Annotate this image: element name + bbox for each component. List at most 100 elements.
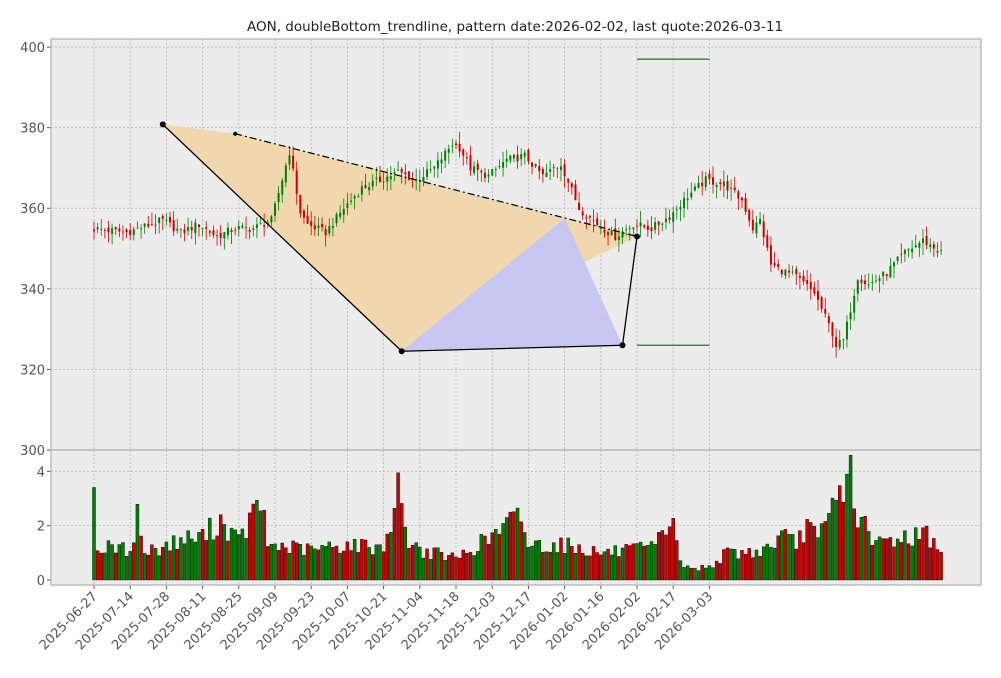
candle-body — [809, 281, 812, 290]
pattern-point — [159, 121, 166, 128]
volume-bar — [914, 527, 918, 581]
volume-bar — [888, 537, 893, 581]
candle-body — [643, 225, 646, 228]
volume-bar — [780, 530, 784, 581]
candle-body — [433, 166, 436, 169]
candle-body — [400, 168, 403, 173]
candle-body — [121, 231, 124, 233]
volume-bar — [848, 454, 853, 581]
volume-bar — [157, 555, 161, 581]
volume-bar — [110, 544, 114, 581]
volume-bar — [740, 550, 744, 581]
candle-body — [154, 224, 157, 226]
candle-body — [422, 177, 425, 183]
volume-bar — [935, 549, 940, 581]
volume-bar — [287, 553, 292, 581]
volume-bar — [356, 552, 360, 581]
candle-body — [317, 225, 320, 229]
volume-bar — [733, 549, 737, 581]
volume-bar — [595, 552, 599, 581]
volume-bar — [562, 553, 567, 581]
volume-bar — [537, 540, 541, 581]
candle-body — [614, 228, 617, 240]
volume-bar — [718, 563, 722, 581]
candle-body — [386, 176, 389, 182]
volume-bar — [103, 552, 107, 581]
candle-body — [639, 222, 642, 227]
candle-body — [921, 238, 924, 244]
candle-body — [650, 227, 653, 231]
volume-bar — [783, 529, 788, 581]
candle-body — [911, 248, 914, 253]
candle-body — [690, 192, 693, 198]
candle-body — [932, 244, 935, 249]
volume-bar — [371, 554, 375, 581]
candle-body — [187, 227, 190, 231]
volume-bar — [284, 547, 288, 581]
candle-body — [838, 340, 841, 348]
volume-panel-border — [50, 449, 982, 586]
candle-body — [371, 180, 374, 187]
candle-body — [541, 168, 544, 175]
volume-bar — [381, 551, 386, 581]
volume-bar — [461, 549, 465, 581]
volume-bar — [443, 560, 447, 581]
volume-bar — [468, 552, 473, 581]
volume-bar — [363, 539, 368, 581]
candle-body — [455, 143, 457, 146]
candle-body — [874, 280, 877, 282]
volume-tick-label: 4 — [37, 465, 45, 480]
volume-bar — [895, 538, 900, 581]
candle-body — [773, 262, 776, 266]
candle-body — [444, 150, 447, 161]
pattern-line — [162, 123, 638, 352]
candle-body — [465, 157, 468, 159]
volume-bar — [722, 549, 726, 581]
candle-body — [759, 219, 762, 224]
candle-body — [378, 176, 381, 182]
volume-bar — [903, 530, 907, 581]
volume-bar — [823, 521, 827, 581]
candle-body — [331, 226, 334, 229]
volume-bar — [512, 511, 516, 581]
candle-body — [820, 297, 823, 309]
candle-body — [226, 227, 229, 236]
volume-bar — [682, 567, 686, 581]
candle-body — [270, 216, 273, 223]
volume-bar — [628, 545, 632, 581]
volume-bar — [345, 541, 350, 581]
candle-body — [578, 202, 581, 210]
candle-body — [780, 269, 783, 275]
candle-body — [845, 321, 848, 340]
candle-body — [556, 167, 559, 169]
volume-bar — [432, 547, 436, 581]
volume-bar — [617, 556, 621, 581]
volume-bar — [675, 540, 679, 581]
candle-body — [223, 232, 226, 239]
candle-body — [856, 280, 859, 294]
volume-bar — [899, 542, 903, 581]
candle-body — [295, 170, 298, 194]
candle-body — [896, 256, 899, 261]
candle-body — [708, 173, 711, 179]
candle-body — [704, 176, 707, 187]
candle-body — [129, 230, 132, 236]
candle-body — [686, 198, 689, 201]
candle-body — [867, 284, 870, 286]
candle-body — [585, 217, 588, 219]
candle-body — [491, 169, 494, 176]
volume-bar — [226, 540, 230, 581]
pattern-point — [398, 348, 405, 355]
volume-bar — [591, 546, 596, 581]
volume-bar — [874, 540, 878, 581]
volume-bar — [602, 551, 607, 581]
candle-body — [172, 220, 175, 232]
volume-bar — [555, 552, 560, 581]
volume-bar — [193, 541, 198, 581]
candle-body — [321, 224, 324, 228]
volume-bar — [696, 570, 701, 581]
candle-body — [483, 172, 486, 178]
candle-body — [274, 203, 276, 216]
volume-bar — [816, 537, 820, 581]
candle-body — [755, 222, 758, 234]
